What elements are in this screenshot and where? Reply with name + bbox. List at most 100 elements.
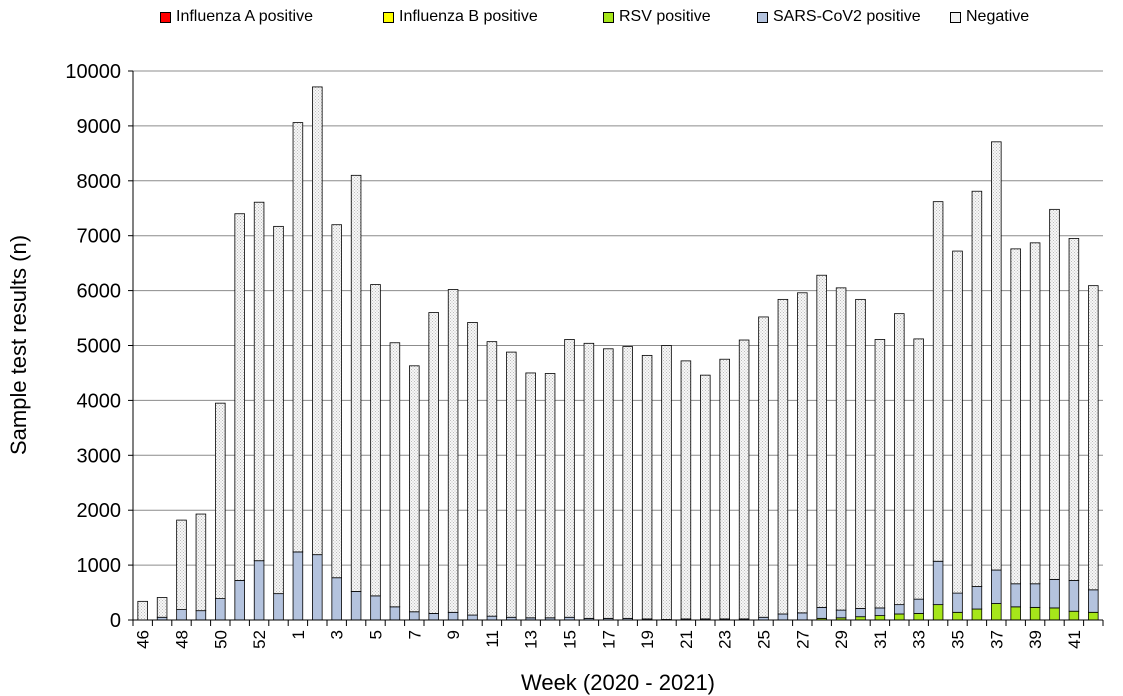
bar-segment-rsv-positive xyxy=(874,615,886,621)
bar-segment-sars-cov2-positive xyxy=(447,611,459,621)
bar-segment-rsv-positive xyxy=(1088,611,1099,621)
y-tick-label: 1000 xyxy=(77,555,122,577)
bar-segment-sars-cov2-positive xyxy=(1068,580,1080,612)
x-tick-label: 46 xyxy=(134,630,153,649)
bar-segment-rsv-positive xyxy=(952,611,963,621)
x-tick-label: 39 xyxy=(1026,630,1045,649)
y-tick-label: 6000 xyxy=(77,281,122,303)
bar-segment-sars-cov2-positive xyxy=(312,554,323,621)
bar-segment-sars-cov2-positive xyxy=(1010,583,1021,608)
bar-segment-negative xyxy=(622,346,633,619)
bar-segment-sars-cov2-positive xyxy=(467,614,478,621)
bar-segment-negative xyxy=(952,250,963,594)
legend-item-negative: Negative xyxy=(950,8,1029,26)
y-axis-label: Sample test results (n) xyxy=(6,235,31,455)
y-tick-label: 7000 xyxy=(77,226,122,248)
x-tick-label: 1 xyxy=(289,630,308,639)
bar-segment-sars-cov2-positive xyxy=(1049,578,1060,609)
bar-segment-negative xyxy=(428,312,439,614)
x-tick-label: 29 xyxy=(832,630,851,649)
bar-segment-sars-cov2-positive xyxy=(176,609,187,621)
legend-swatch-rsv xyxy=(603,11,614,23)
bar-segment-sars-cov2-positive xyxy=(234,580,245,621)
legend-label: Influenza B positive xyxy=(399,8,538,25)
bar-segment-negative xyxy=(700,374,711,620)
legend-item-rsv: RSV positive xyxy=(603,8,711,26)
bar-segment-sars-cov2-positive xyxy=(835,609,847,619)
bar-segment-rsv-positive xyxy=(991,603,1002,621)
y-tick-label: 3000 xyxy=(77,445,122,467)
bar-segment-negative xyxy=(797,292,808,614)
legend-item-sars-cov2: SARS-CoV2 positive xyxy=(757,8,921,26)
bar-segment-negative xyxy=(1088,285,1099,591)
bar-segment-sars-cov2-positive xyxy=(913,598,924,614)
bar-segment-negative xyxy=(525,372,536,619)
bar-segment-sars-cov2-positive xyxy=(215,598,226,621)
y-tick-label: 0 xyxy=(110,610,121,632)
y-tick-label: 4000 xyxy=(77,390,122,412)
bar-segment-sars-cov2-positive xyxy=(991,569,1002,604)
y-tick-labels: 0 1000 2000 3000 4000 5000 6000 7000 8000 9000 100… xyxy=(65,61,133,632)
bar-segment-negative xyxy=(758,316,769,618)
bar-segment-negative xyxy=(816,274,827,608)
bar-segment-sars-cov2-positive xyxy=(350,591,362,621)
x-tick-label: 52 xyxy=(250,630,269,649)
bar-segment-negative xyxy=(447,289,459,613)
bar-segment-sars-cov2-positive xyxy=(389,606,401,621)
bar-segment-negative xyxy=(467,322,478,616)
x-tick-label: 15 xyxy=(561,630,580,649)
bar-segment-sars-cov2-positive xyxy=(292,551,304,621)
bar-segment-sars-cov2-positive xyxy=(486,615,498,621)
bar-segment-negative xyxy=(331,224,342,579)
bar-segment-negative xyxy=(564,339,575,618)
x-tick-label: 48 xyxy=(173,630,192,649)
bar-segment-negative xyxy=(350,174,362,592)
legend-swatch-influenza-b xyxy=(383,11,394,23)
bar-segment-negative xyxy=(234,213,245,581)
legend-item-influenza-a: Influenza A positive xyxy=(160,8,313,26)
bar-segment-sars-cov2-positive xyxy=(816,606,827,619)
bar-segment-negative xyxy=(195,513,207,612)
bar-segment-negative xyxy=(777,298,789,615)
legend-swatch-sars-cov2 xyxy=(757,11,768,23)
x-tick-label: 17 xyxy=(599,630,618,649)
bar-segment-negative xyxy=(156,597,168,618)
x-tick-label: 11 xyxy=(483,630,502,648)
y-tick-label: 9000 xyxy=(77,116,122,138)
x-tick-label: 13 xyxy=(522,630,541,649)
x-tick-label: 7 xyxy=(405,630,424,639)
bar-segment-negative xyxy=(991,141,1002,571)
bar-segment-negative xyxy=(389,342,401,608)
bar-segment-sars-cov2-positive xyxy=(370,595,381,621)
x-tick-label: 35 xyxy=(949,630,968,649)
bar-segment-negative xyxy=(661,345,672,620)
bar-segment-sars-cov2-positive xyxy=(932,560,944,606)
bar-segment-rsv-positive xyxy=(1068,610,1080,621)
bar-segment-sars-cov2-positive xyxy=(777,613,789,621)
bar-segment-negative xyxy=(215,402,226,599)
bar-segment-negative xyxy=(176,519,187,610)
y-tick-label: 8000 xyxy=(77,171,122,193)
bar-segment-negative xyxy=(680,360,692,620)
x-tick-label: 21 xyxy=(677,630,696,649)
bar-segment-negative xyxy=(137,600,148,621)
bar-segment-rsv-positive xyxy=(1010,606,1021,621)
bar-segment-sars-cov2-positive xyxy=(253,560,265,621)
x-tick-label: 25 xyxy=(755,630,774,649)
x-tick-label: 27 xyxy=(793,630,812,649)
bar-segment-sars-cov2-positive xyxy=(855,608,866,618)
y-tick-label: 5000 xyxy=(77,336,122,358)
bar-segment-sars-cov2-positive xyxy=(894,604,905,615)
x-axis-label: Week (2020 - 2021) xyxy=(521,670,715,695)
bar-segment-negative xyxy=(855,298,866,609)
x-tick-label: 9 xyxy=(444,630,463,639)
bar-segment-negative xyxy=(1029,242,1041,585)
bar-segment-negative xyxy=(641,354,653,620)
bar-segment-rsv-positive xyxy=(932,604,944,621)
bar-segment-negative xyxy=(312,86,323,556)
bar-segment-negative xyxy=(583,342,595,619)
bar-segment-negative xyxy=(719,358,730,620)
bar-segment-negative xyxy=(273,225,284,595)
bar-segment-sars-cov2-positive xyxy=(971,586,983,610)
x-tick-label: 37 xyxy=(987,630,1006,649)
